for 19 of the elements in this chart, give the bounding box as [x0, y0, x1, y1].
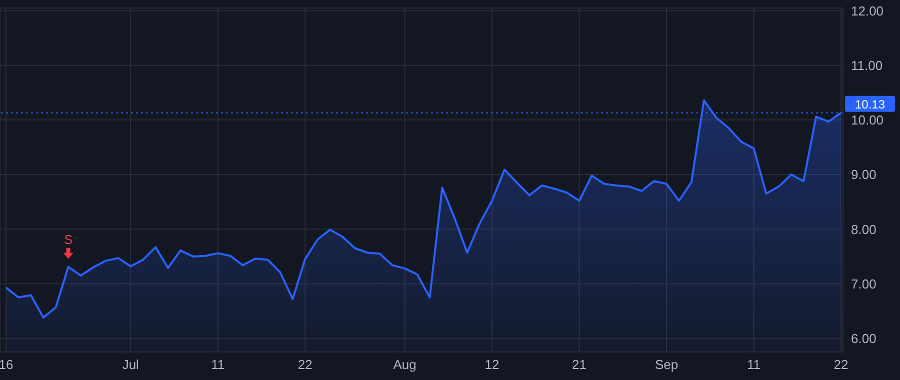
x-tick-label: 16: [0, 357, 14, 372]
y-tick-label: 12.00: [851, 3, 884, 18]
ref-line-label: 10.13: [854, 97, 886, 112]
x-tick-label: 22: [834, 357, 848, 372]
y-tick-label: 9.00: [851, 167, 876, 182]
y-tick-label: 11.00: [851, 58, 883, 73]
y-tick-label: 10.00: [851, 112, 884, 128]
x-tick-label: Sep: [654, 357, 678, 372]
y-tick-label: 8.00: [851, 222, 876, 237]
y-tick-label: 7.00: [851, 276, 876, 292]
x-tick-label: 22: [298, 357, 312, 372]
annotation: S: [64, 232, 73, 247]
y-tick-label: 6.00: [851, 330, 876, 346]
x-tick-label: 11: [747, 357, 761, 372]
x-tick-label: 21: [572, 357, 587, 372]
x-tick-label: Jul: [122, 357, 140, 372]
x-tick-label: 12: [484, 357, 500, 372]
x-tick-label: 11: [211, 357, 225, 372]
x-tick-label: Aug: [393, 357, 416, 372]
